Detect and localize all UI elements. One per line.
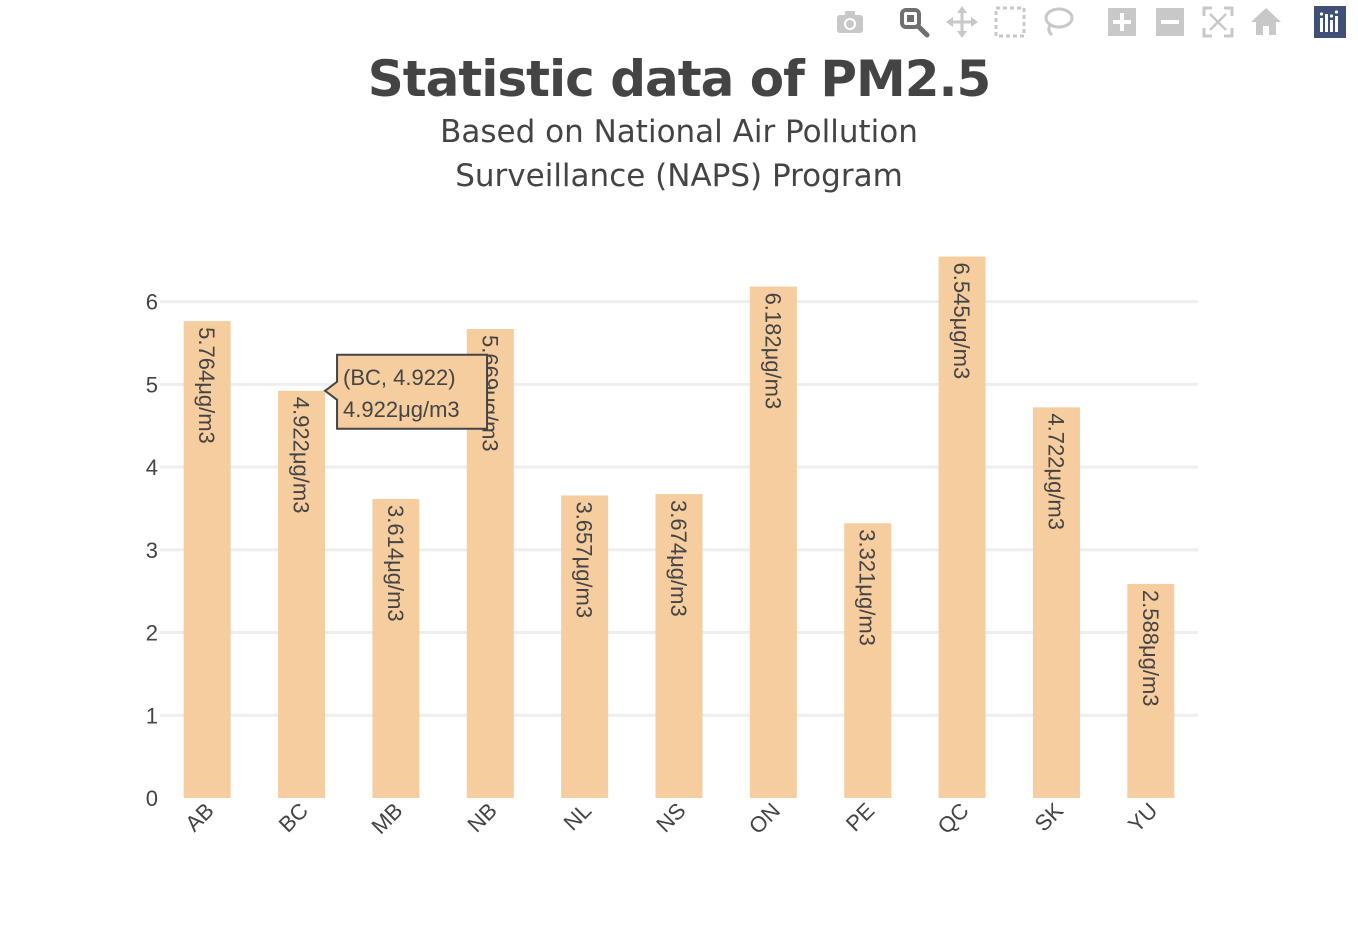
x-axis-ticks: AB BC MB NB NL NS ON PE QC SK YU: [180, 798, 1162, 839]
chart-title: Statistic data of PM2.5: [367, 50, 992, 108]
camera-icon[interactable]: [832, 4, 868, 40]
bar-bc[interactable]: [278, 390, 326, 798]
data-label-ns: 3.674μg/m3: [666, 500, 691, 617]
plotly-logo-icon[interactable]: [1312, 4, 1348, 40]
bar-on[interactable]: [749, 286, 797, 798]
box-select-icon[interactable]: [992, 4, 1028, 40]
y-tick-label: 1: [146, 703, 158, 728]
hover-tooltip: (BC, 4.922) 4.922μg/m3: [323, 353, 489, 430]
data-label-qc: 6.545μg/m3: [949, 263, 974, 380]
hover-line-1: (BC, 4.922): [343, 365, 456, 390]
hover-box: [323, 353, 489, 430]
x-tick-label: SK: [1030, 798, 1069, 837]
data-label-mb: 3.614μg/m3: [383, 505, 408, 622]
bar-qc[interactable]: [938, 256, 986, 798]
y-tick-label: 2: [146, 621, 158, 646]
y-tick-label: 0: [146, 786, 158, 811]
bar-data-labels: 5.764μg/m34.922μg/m33.614μg/m35.669μg/m3…: [194, 263, 1163, 707]
data-label-ab: 5.764μg/m3: [194, 327, 219, 444]
data-label-sk: 4.722μg/m3: [1043, 413, 1068, 530]
x-tick-label: NB: [463, 798, 502, 837]
x-tick-label: NL: [559, 798, 597, 836]
bar-ab[interactable]: [183, 321, 231, 798]
zoom-out-icon[interactable]: [1152, 4, 1188, 40]
x-tick-label: NS: [651, 798, 690, 837]
x-tick-label: PE: [841, 798, 879, 836]
data-label-yu: 2.588μg/m3: [1138, 590, 1163, 707]
x-tick-label: QC: [933, 798, 974, 839]
data-label-on: 6.182μg/m3: [760, 293, 785, 410]
bar-yu[interactable]: [1127, 583, 1175, 798]
data-label-nl: 3.657μg/m3: [572, 501, 597, 618]
data-label-bc: 4.922μg/m3: [289, 397, 314, 514]
bar-pe[interactable]: [844, 523, 892, 798]
x-tick-label: MB: [366, 798, 407, 839]
y-tick-label: 6: [146, 290, 158, 315]
lasso-select-icon[interactable]: [1040, 4, 1076, 40]
x-tick-label: BC: [274, 798, 313, 837]
hover-line-2: 4.922μg/m3: [343, 397, 460, 422]
bar-mb[interactable]: [372, 499, 420, 798]
bar-ns[interactable]: [655, 494, 703, 798]
y-axis-ticks: 0 1 2 3 4 5 6: [146, 290, 158, 811]
y-tick-label: 4: [146, 455, 158, 480]
y-tick-label: 5: [146, 372, 158, 397]
bar-sk[interactable]: [1032, 407, 1080, 798]
zoom-icon[interactable]: [896, 4, 932, 40]
x-tick-label: AB: [180, 798, 218, 836]
chart-subtitle-line-1: Based on National Air Pollution: [440, 114, 918, 150]
chart-subtitle-line-2: Surveillance (NAPS) Program: [455, 158, 903, 194]
zoom-in-icon[interactable]: [1104, 4, 1140, 40]
modebar: [826, 4, 1356, 40]
reset-axes-icon[interactable]: [1248, 4, 1284, 40]
x-tick-label: YU: [1123, 798, 1162, 837]
data-label-pe: 3.321μg/m3: [855, 529, 880, 646]
bar-nl[interactable]: [561, 495, 609, 798]
autoscale-icon[interactable]: [1200, 4, 1236, 40]
x-tick-label: ON: [744, 798, 785, 839]
pan-icon[interactable]: [944, 4, 980, 40]
y-tick-label: 3: [146, 538, 158, 563]
bars: [183, 256, 1175, 798]
